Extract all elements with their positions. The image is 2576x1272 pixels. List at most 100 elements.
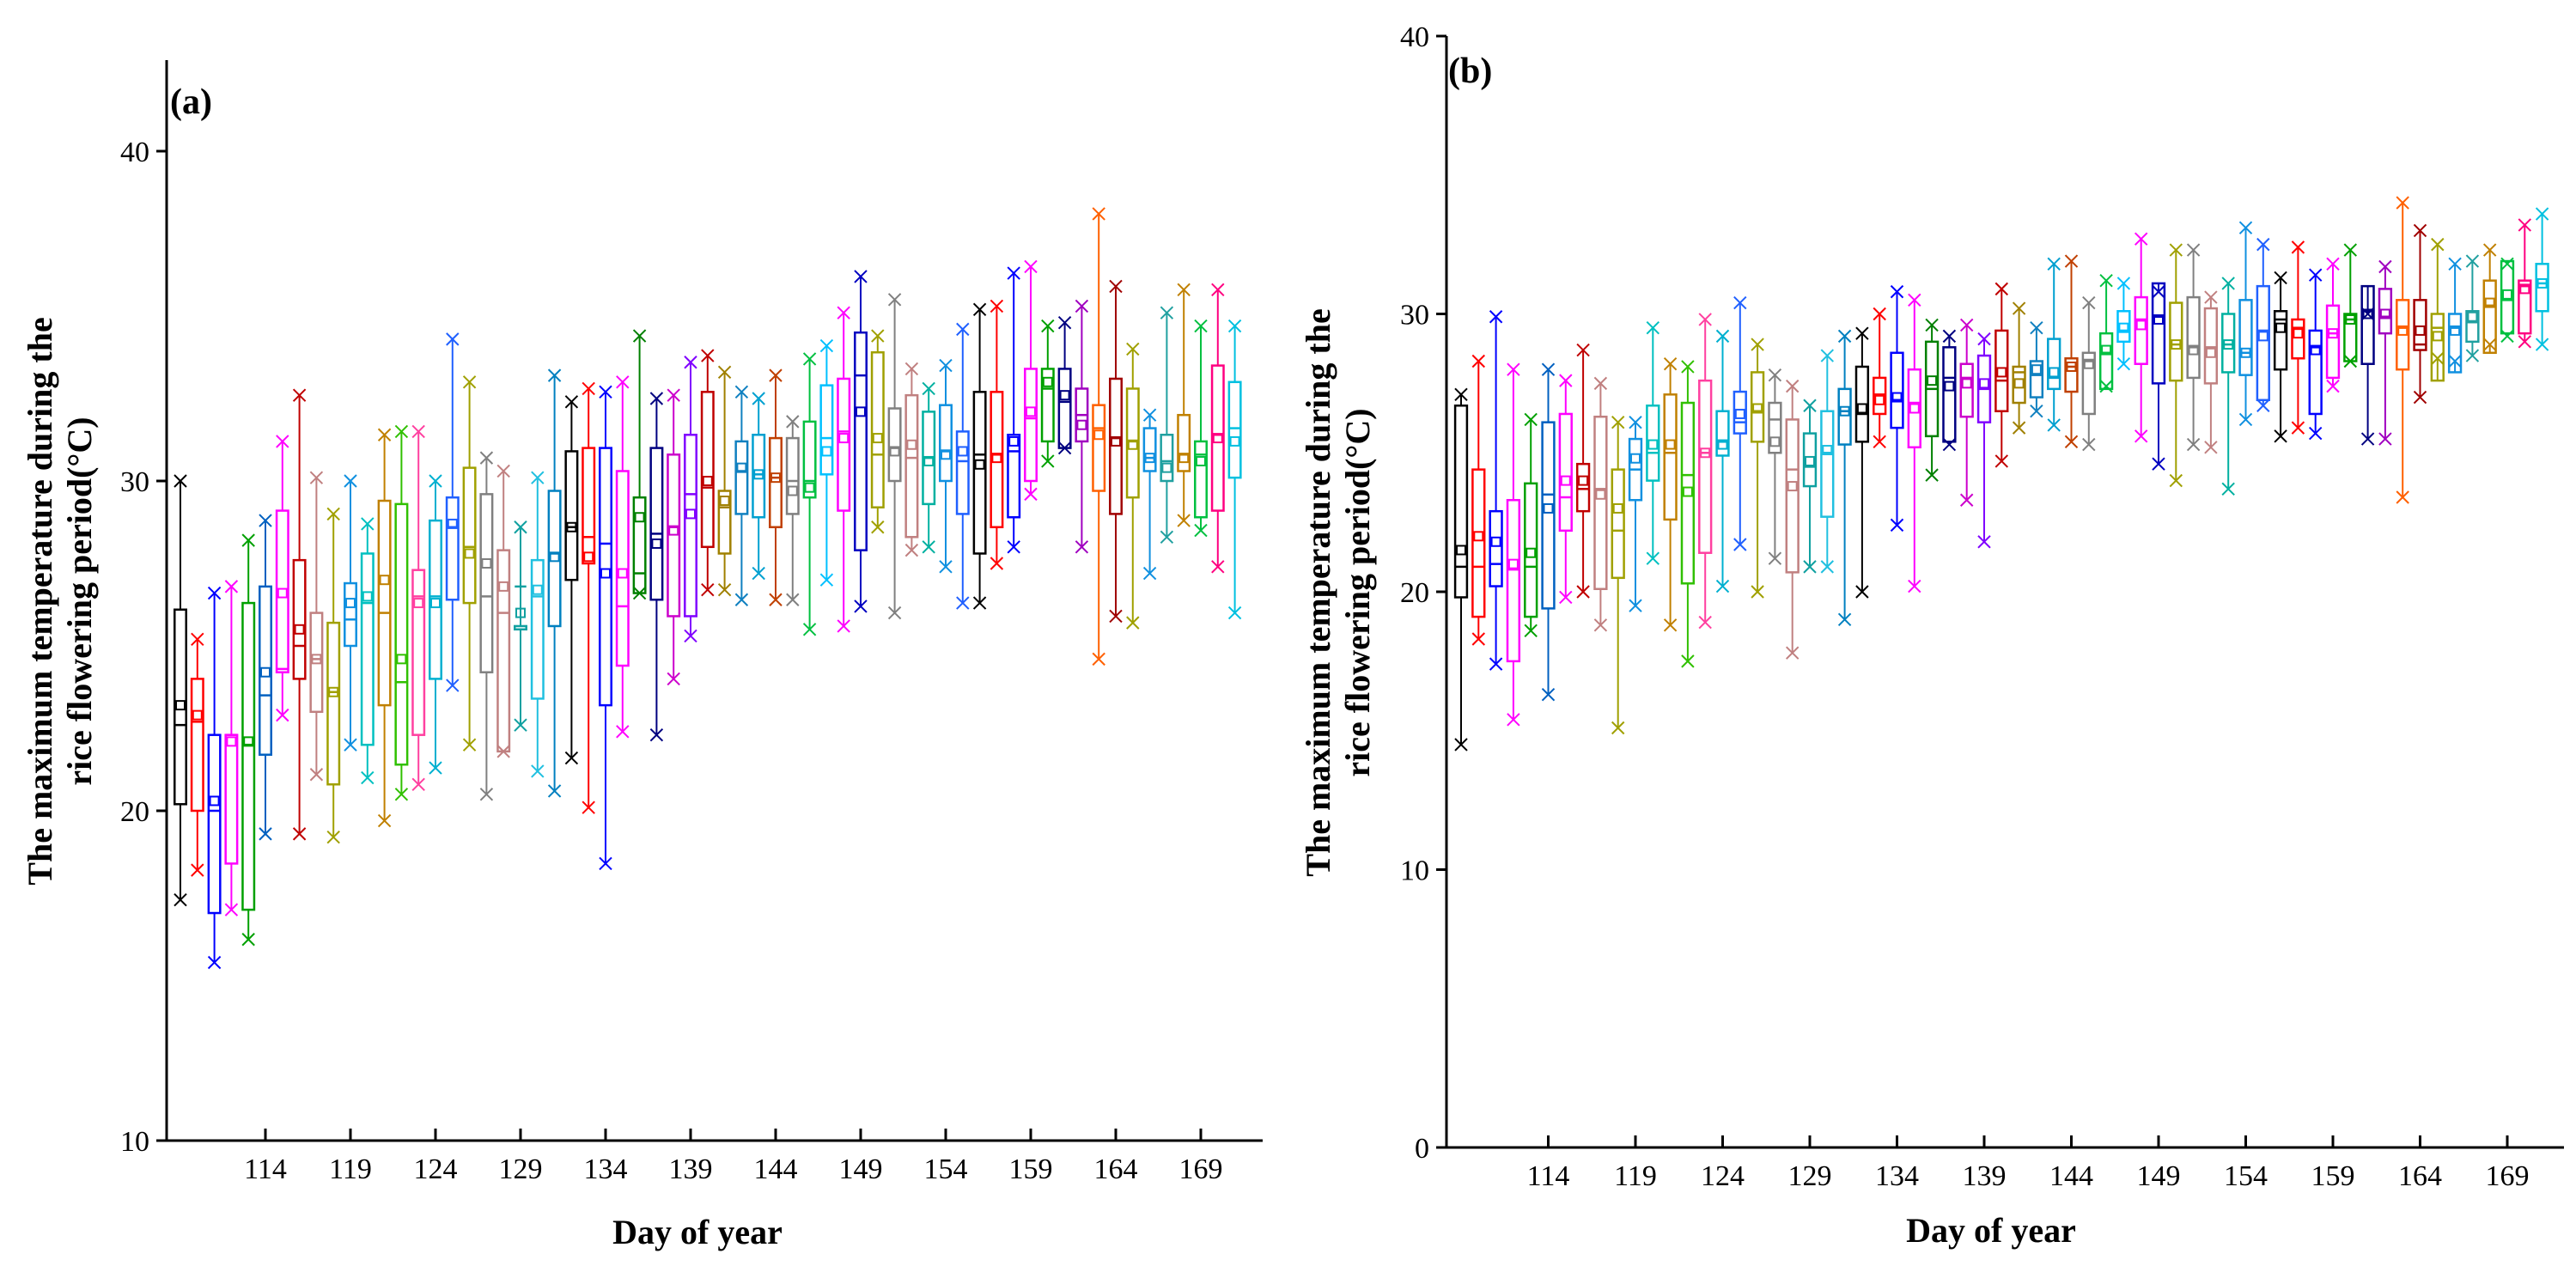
max-marker [2431,237,2445,252]
max-marker [2099,273,2113,288]
mean-marker [1822,445,1833,456]
iqr-box [1040,368,1055,443]
min-marker [1593,618,1608,632]
mean-marker [532,584,543,595]
mean-marker [1127,439,1138,450]
iqr-box [2413,299,2427,351]
mean-marker [2345,313,2356,325]
box-day-170 [1210,283,1225,574]
box-day-143 [2047,257,2061,432]
mean-marker [2362,308,2373,320]
max-marker [309,471,324,484]
iqr-box [411,569,426,736]
box-day-163 [2396,196,2410,504]
mean-marker [1456,545,1466,556]
max-marker [326,507,340,521]
box-day-128 [496,464,511,758]
min-marker [684,629,697,643]
box-day-126 [462,375,477,752]
box-day-112 [1506,362,1521,727]
iqr-box [2098,332,2114,391]
max-marker [990,299,1004,313]
box-day-155 [2256,237,2270,412]
iqr-box [1802,432,1818,488]
panel-a-y-label-line1: The maximum temperature during the [21,317,59,885]
panel-b-x-ticks: 114 119 124 129 134 139 144 149 154 159 164 169 [1527,1135,2530,1192]
panel-a-y-ticks: 10 20 30 40 [120,137,167,1158]
mean-marker [1630,453,1641,464]
max-marker [2030,320,2043,335]
min-marker [2116,357,2131,371]
iqr-box [1024,368,1038,483]
mean-marker [2536,277,2548,289]
max-marker [1109,279,1123,294]
max-marker [1715,329,1730,344]
box-day-170 [2518,218,2532,349]
min-marker [616,725,630,739]
mean-marker [668,525,679,536]
mean-marker [260,666,271,678]
mean-marker [566,521,577,533]
iqr-box [717,490,732,555]
iqr-box [819,384,834,476]
iqr-box [1837,387,1852,446]
mean-marker [856,406,866,417]
min-marker [922,540,935,554]
iqr-box [2500,259,2515,335]
box-day-165 [1125,342,1140,630]
min-marker [2343,354,2358,368]
min-marker [2308,426,2323,441]
iqr-box [955,430,970,515]
iqr-box [632,496,647,594]
iqr-box [275,509,289,673]
max-marker [2256,237,2270,252]
mean-marker [787,485,798,496]
box-day-169 [2500,257,2515,344]
min-marker [1663,618,1678,632]
min-marker [1454,738,1468,752]
max-marker [2500,257,2514,271]
mean-marker [2083,358,2094,369]
mean-marker [311,654,322,665]
max-marker [1194,319,1208,333]
box-day-135 [1907,293,1921,593]
box-day-115 [275,435,289,722]
mean-marker [498,581,509,592]
max-marker [972,302,987,317]
box-day-124 [1715,329,1730,593]
mean-marker [175,700,186,711]
max-marker [429,474,442,488]
panel-a-y-label: The maximum temperature during the rice … [21,317,99,885]
box-day-122 [1680,360,1696,668]
box-day-161 [2360,284,2375,446]
max-marker [1524,412,1538,427]
box-day-109 [174,474,187,907]
min-marker [1873,435,1886,449]
box-day-156 [2273,271,2288,443]
x-tick-label: 144 [2049,1160,2093,1192]
box-day-142 [2029,320,2044,418]
y-tick-label: 0 [1415,1133,1429,1165]
iqr-box [887,407,902,483]
max-marker [2012,301,2026,315]
max-marker [1041,319,1055,333]
max-marker [344,474,357,488]
min-marker [191,863,204,877]
min-marker [1227,606,1242,620]
mean-marker [1473,531,1484,542]
mean-marker [1578,475,1589,486]
iqr-box [2482,279,2497,355]
mean-marker [1093,429,1105,441]
box-day-116 [292,388,307,841]
max-marker [1142,408,1157,422]
iqr-box [1646,405,1660,482]
box-day-138 [667,388,681,686]
box-day-123 [1698,313,1713,630]
mean-marker [1787,481,1798,492]
min-marker [531,764,545,778]
box-day-137 [1942,329,1957,452]
box-day-126 [1750,338,1765,599]
max-marker [582,381,595,396]
mean-marker [889,446,900,457]
mean-marker [192,709,203,721]
